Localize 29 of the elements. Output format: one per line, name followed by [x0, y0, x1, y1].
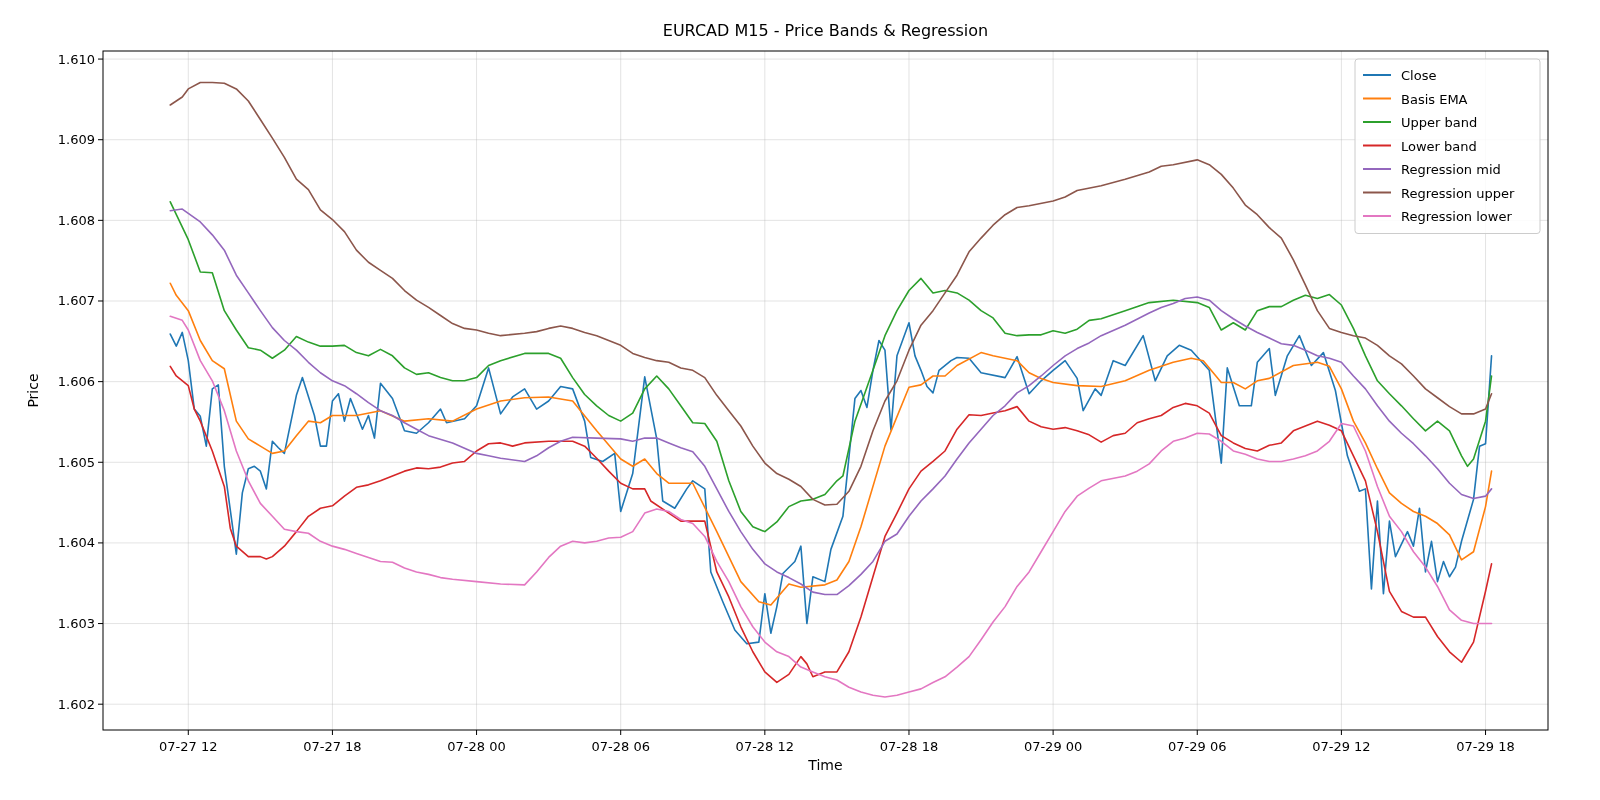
legend-label: Regression lower — [1401, 209, 1513, 224]
y-tick-label: 1.603 — [57, 616, 95, 632]
chart-title: EURCAD M15 - Price Bands & Regression — [662, 21, 989, 40]
x-tick-label: 07-28 12 — [735, 739, 795, 754]
x-tick-label: 07-29 12 — [1312, 739, 1371, 754]
x-tick-label: 07-29 06 — [1168, 739, 1227, 754]
legend-label: Upper band — [1401, 115, 1478, 130]
legend-label: Close — [1401, 68, 1437, 83]
x-tick-label: 07-29 00 — [1023, 739, 1083, 754]
x-tick-label: 07-27 18 — [303, 739, 362, 754]
legend-label: Regression mid — [1401, 162, 1501, 177]
x-tick-label: 07-28 06 — [591, 739, 650, 754]
y-axis-title: Price — [25, 373, 41, 408]
y-tick-label: 1.606 — [57, 374, 95, 390]
y-tick-label: 1.609 — [57, 132, 95, 148]
x-tick-label: 07-29 18 — [1456, 739, 1515, 754]
x-tick-label: 07-27 12 — [159, 739, 218, 754]
y-tick-label: 1.610 — [57, 51, 95, 67]
y-tick-label: 1.607 — [57, 293, 95, 309]
y-tick-label: 1.602 — [57, 696, 95, 712]
x-axis-title: Time — [807, 757, 843, 773]
y-tick-label: 1.604 — [57, 535, 95, 551]
legend-label: Lower band — [1401, 138, 1477, 154]
x-tick-label: 07-28 00 — [447, 739, 506, 754]
legend-label: Regression upper — [1401, 185, 1515, 201]
legend-label: Basis EMA — [1401, 91, 1468, 107]
x-tick-label: 07-28 18 — [879, 739, 939, 754]
y-tick-label: 1.608 — [57, 212, 95, 228]
y-tick-label: 1.605 — [57, 454, 95, 470]
